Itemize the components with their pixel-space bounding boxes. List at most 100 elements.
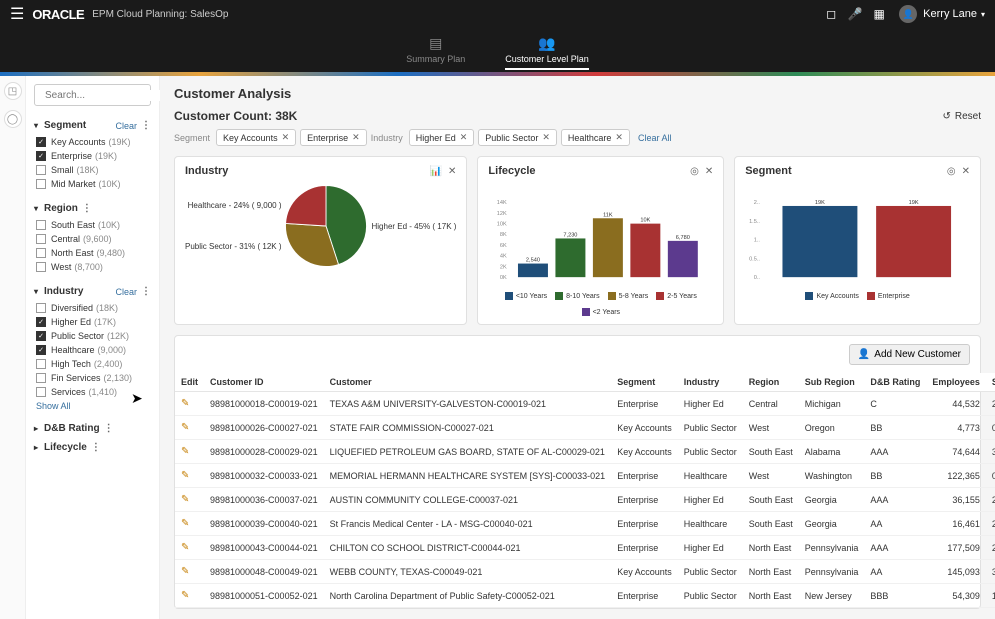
edit-icon[interactable]: ✎ bbox=[181, 542, 189, 553]
facet-header-d&b-rating[interactable]: ▸D&B Rating⋮ bbox=[34, 419, 151, 438]
show-all-link[interactable]: Show All bbox=[36, 401, 151, 411]
column-header[interactable]: Since bbox=[986, 373, 995, 392]
svg-text:10K: 10K bbox=[497, 221, 507, 227]
chip-group-label: Segment bbox=[174, 133, 210, 143]
table-cell: North East bbox=[743, 560, 799, 584]
table-cell: AA bbox=[864, 560, 926, 584]
column-header[interactable]: D&B Rating bbox=[864, 373, 926, 392]
search-box[interactable] bbox=[34, 84, 151, 106]
column-header[interactable]: Segment bbox=[611, 373, 678, 392]
edit-icon[interactable]: ✎ bbox=[181, 470, 189, 481]
facet-item[interactable]: ✓Public Sector(12K) bbox=[36, 329, 151, 343]
more-icon[interactable]: ⋮ bbox=[141, 286, 151, 297]
filter-chip[interactable]: Healthcare✕ bbox=[561, 129, 630, 146]
table-row[interactable]: ✎98981000036-C00037-021AUSTIN COMMUNITY … bbox=[175, 488, 995, 512]
tab-label: Summary Plan bbox=[406, 54, 465, 64]
column-header[interactable]: Industry bbox=[678, 373, 743, 392]
table-cell: Public Sector bbox=[678, 560, 743, 584]
chart-type-icon[interactable]: 📊 bbox=[430, 166, 442, 177]
column-header[interactable]: Edit bbox=[175, 373, 204, 392]
facet-clear[interactable]: Clear bbox=[115, 287, 137, 297]
clear-all-link[interactable]: Clear All bbox=[638, 133, 672, 143]
facet-header-lifecycle[interactable]: ▸Lifecycle⋮ bbox=[34, 438, 151, 457]
facet-header-segment[interactable]: ▾SegmentClear⋮ bbox=[34, 116, 151, 135]
search-input[interactable] bbox=[45, 90, 177, 101]
facet-item[interactable]: ✓Healthcare(9,000) bbox=[36, 343, 151, 357]
customer-count: Customer Count: 38K bbox=[174, 109, 297, 123]
table-row[interactable]: ✎98981000048-C00049-021WEBB COUNTY, TEXA… bbox=[175, 560, 995, 584]
more-icon[interactable]: ⋮ bbox=[104, 423, 114, 434]
chip-remove-icon[interactable]: ✕ bbox=[282, 132, 290, 143]
facet-header-industry[interactable]: ▾IndustryClear⋮ bbox=[34, 282, 151, 301]
grid-icon[interactable]: ▦ bbox=[869, 7, 889, 21]
chip-group-label: Industry bbox=[371, 133, 403, 143]
close-icon[interactable]: ✕ bbox=[962, 166, 970, 177]
facet-item[interactable]: Services(1,410) bbox=[36, 385, 151, 399]
facet-header-region[interactable]: ▾Region⋮ bbox=[34, 199, 151, 218]
brand-logo: ORACLE bbox=[32, 7, 84, 22]
table-cell: Central bbox=[743, 392, 799, 416]
table-row[interactable]: ✎98981000026-C00027-021STATE FAIR COMMIS… bbox=[175, 416, 995, 440]
filter-chip[interactable]: Public Sector✕ bbox=[478, 129, 557, 146]
rail-item-2[interactable]: ◯ bbox=[4, 110, 22, 128]
table-row[interactable]: ✎98981000018-C00019-021TEXAS A&M UNIVERS… bbox=[175, 392, 995, 416]
table-cell: 22-Apr-2021 bbox=[986, 536, 995, 560]
mic-icon[interactable]: 🎤 bbox=[845, 7, 865, 21]
edit-icon[interactable]: ✎ bbox=[181, 446, 189, 457]
edit-icon[interactable]: ✎ bbox=[181, 494, 189, 505]
chip-remove-icon[interactable]: ✕ bbox=[615, 132, 623, 143]
table-row[interactable]: ✎98981000043-C00044-021CHILTON CO SCHOOL… bbox=[175, 536, 995, 560]
facet-item[interactable]: Diversified(18K) bbox=[36, 301, 151, 315]
edit-icon[interactable]: ✎ bbox=[181, 422, 189, 433]
filter-chip[interactable]: Higher Ed✕ bbox=[409, 129, 475, 146]
facet-item[interactable]: High Tech(2,400) bbox=[36, 357, 151, 371]
hamburger-icon[interactable]: ☰ bbox=[10, 4, 24, 24]
table-row[interactable]: ✎98981000039-C00040-021St Francis Medica… bbox=[175, 512, 995, 536]
facet-item[interactable]: ✓Key Accounts(19K) bbox=[36, 135, 151, 149]
tab-customer-level[interactable]: 👥 Customer Level Plan bbox=[505, 31, 589, 70]
facet-item[interactable]: Central(9,600) bbox=[36, 232, 151, 246]
column-header[interactable]: Employees bbox=[926, 373, 986, 392]
edit-icon[interactable]: ✎ bbox=[181, 566, 189, 577]
edit-icon[interactable]: ✎ bbox=[181, 590, 189, 601]
facet-item[interactable]: ✓Enterprise(19K) bbox=[36, 149, 151, 163]
chevron-icon: ▾ bbox=[34, 121, 44, 130]
tab-summary[interactable]: ▤ Summary Plan bbox=[406, 31, 465, 70]
facet-item[interactable]: Small(18K) bbox=[36, 163, 151, 177]
facet-clear[interactable]: Clear bbox=[115, 121, 137, 131]
facet-item[interactable]: North East(9,480) bbox=[36, 246, 151, 260]
table-row[interactable]: ✎98981000028-C00029-021LIQUEFIED PETROLE… bbox=[175, 440, 995, 464]
table-cell: North Carolina Department of Public Safe… bbox=[324, 584, 612, 608]
column-header[interactable]: Customer ID bbox=[204, 373, 324, 392]
close-icon[interactable]: ✕ bbox=[705, 166, 713, 177]
filter-chip[interactable]: Key Accounts✕ bbox=[216, 129, 296, 146]
column-header[interactable]: Customer bbox=[324, 373, 612, 392]
chip-remove-icon[interactable]: ✕ bbox=[542, 132, 550, 143]
add-customer-button[interactable]: 👤 Add New Customer bbox=[849, 344, 970, 365]
more-icon[interactable]: ⋮ bbox=[141, 120, 151, 131]
table-row[interactable]: ✎98981000032-C00033-021MEMORIAL HERMANN … bbox=[175, 464, 995, 488]
column-header[interactable]: Region bbox=[743, 373, 799, 392]
expand-icon[interactable]: ◎ bbox=[690, 166, 699, 177]
chip-remove-icon[interactable]: ✕ bbox=[460, 132, 468, 143]
facet-item[interactable]: ✓Higher Ed(17K) bbox=[36, 315, 151, 329]
facet-item[interactable]: South East(10K) bbox=[36, 218, 151, 232]
edit-icon[interactable]: ✎ bbox=[181, 398, 189, 409]
rail-item-1[interactable]: ◳ bbox=[4, 82, 22, 100]
more-icon[interactable]: ⋮ bbox=[82, 203, 92, 214]
reset-button[interactable]: ↺ Reset bbox=[942, 111, 981, 122]
edit-icon[interactable]: ✎ bbox=[181, 518, 189, 529]
chip-remove-icon[interactable]: ✕ bbox=[352, 132, 360, 143]
column-header[interactable]: Sub Region bbox=[799, 373, 865, 392]
facet-count: (12K) bbox=[107, 331, 129, 341]
table-row[interactable]: ✎98981000051-C00052-021North Carolina De… bbox=[175, 584, 995, 608]
facet-item[interactable]: West(8,700) bbox=[36, 260, 151, 274]
facet-item[interactable]: Mid Market(10K) bbox=[36, 177, 151, 191]
filter-chip[interactable]: Enterprise✕ bbox=[300, 129, 367, 146]
user-menu[interactable]: 👤 Kerry Lane ▾ bbox=[899, 5, 985, 23]
expand-icon[interactable]: ◎ bbox=[947, 166, 956, 177]
more-icon[interactable]: ⋮ bbox=[91, 442, 101, 453]
notification-icon[interactable]: ◻ bbox=[821, 7, 841, 21]
facet-item[interactable]: Fin Services(2,130) bbox=[36, 371, 151, 385]
close-icon[interactable]: ✕ bbox=[448, 166, 456, 177]
